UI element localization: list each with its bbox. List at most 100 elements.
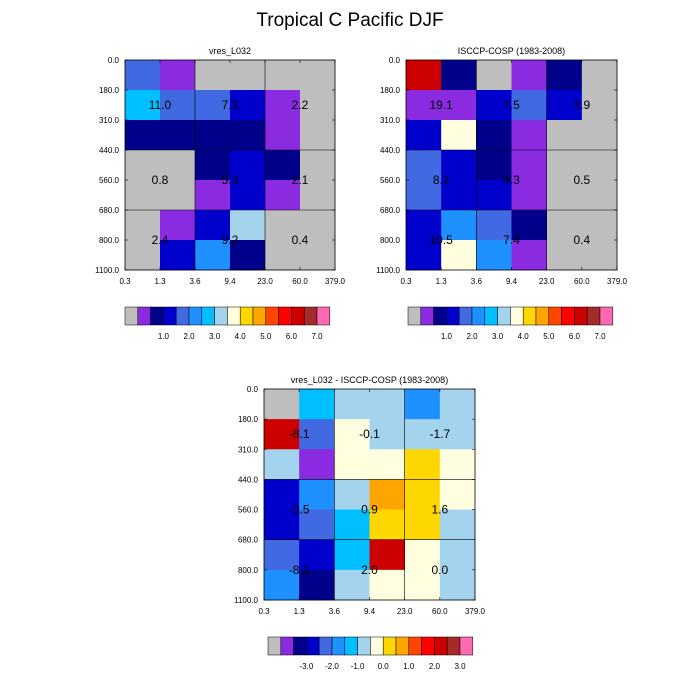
colorbar-swatch — [280, 636, 294, 656]
heatmap-cell — [439, 389, 476, 420]
x-tick-label: 60.0 — [574, 277, 590, 286]
heatmap-cell — [546, 210, 583, 241]
colorbar-label: 3.0 — [454, 662, 466, 671]
colorbar-swatch — [227, 306, 241, 326]
heatmap-cell — [546, 240, 583, 271]
heatmap-cell — [300, 150, 336, 181]
heatmap-cell — [300, 90, 336, 121]
heatmap-cell — [369, 569, 406, 601]
heatmap-cell — [581, 90, 618, 121]
heatmap-cell — [265, 180, 301, 211]
colorbar-swatch — [510, 306, 524, 326]
colorbar-swatch — [150, 306, 164, 326]
heatmap-cell — [439, 539, 476, 571]
group-value-label: -8.1 — [289, 427, 310, 441]
heatmap-cell — [406, 210, 442, 241]
heatmap-cell — [511, 90, 548, 121]
group-value-label: 8.2 — [433, 173, 450, 187]
group-value-label: 2.0 — [361, 563, 378, 577]
heatmap-cell — [230, 150, 266, 181]
heatmap-cell — [546, 180, 583, 211]
heatmap-cell — [334, 449, 370, 480]
colorbar-swatch — [574, 306, 588, 326]
y-tick-label: 180.0 — [380, 86, 401, 95]
y-tick-label: 180.0 — [238, 415, 259, 424]
colorbar-swatch — [471, 306, 486, 326]
colorbar-label: -2.0 — [325, 662, 339, 671]
colorbar-swatch — [293, 636, 307, 656]
heatmap-cell — [195, 60, 231, 91]
colorbar-swatch — [420, 306, 434, 326]
heatmap-cell — [125, 210, 161, 241]
heatmap-cell — [230, 240, 266, 271]
heatmap-cell — [511, 240, 548, 271]
colorbar-swatch — [382, 636, 397, 656]
group-value-label: 7.4 — [503, 233, 520, 247]
x-tick-label: 60.0 — [432, 607, 448, 616]
y-tick-label: 310.0 — [238, 445, 259, 454]
colorbar-swatch — [175, 306, 190, 326]
y-tick-label: 440.0 — [238, 475, 259, 484]
heatmap-cell — [404, 509, 441, 541]
figure-title: Tropical C Pacific DJF — [256, 10, 444, 31]
x-tick-label: 0.3 — [400, 277, 412, 286]
colorbar-swatch — [458, 306, 473, 326]
y-tick-label: 0.0 — [389, 56, 401, 65]
group-value-label: -1.7 — [429, 427, 450, 441]
heatmap-cell — [299, 569, 335, 601]
x-tick-label: 3.6 — [189, 277, 201, 286]
heatmap-cell — [511, 210, 548, 241]
heatmap-cell — [265, 210, 301, 241]
y-tick-label: 310.0 — [99, 116, 120, 125]
x-tick-label: 23.0 — [539, 277, 555, 286]
heatmap-cell — [264, 539, 300, 571]
heatmap-cell — [264, 569, 300, 601]
heatmap-cell — [300, 210, 336, 241]
heatmap-cell — [334, 509, 370, 541]
heatmap-cell — [265, 150, 301, 181]
heatmap-cell — [369, 449, 406, 480]
colorbar-label: 1.0 — [441, 332, 453, 341]
colorbar-swatch — [316, 306, 331, 326]
heatmap-cell — [300, 120, 336, 151]
colorbar-label: 4.0 — [235, 332, 247, 341]
heatmap-cell — [125, 180, 161, 211]
heatmap-cell — [439, 419, 476, 450]
colorbar-label: -3.0 — [300, 662, 314, 671]
heatmap-cell — [441, 60, 477, 91]
heatmap-cell — [439, 569, 476, 601]
group-value-label: -8.1 — [289, 563, 310, 577]
heatmap-cell — [369, 479, 406, 510]
colorbar-swatch — [318, 636, 333, 656]
colorbar-label: 3.0 — [492, 332, 504, 341]
y-tick-label: 680.0 — [380, 206, 401, 215]
heatmap-cell — [406, 90, 442, 121]
heatmap-cell — [581, 210, 618, 241]
heatmap-cell — [439, 449, 476, 480]
colorbar-label: -1.0 — [351, 662, 365, 671]
heatmap-cell — [230, 120, 266, 151]
heatmap-cell — [511, 150, 548, 181]
heatmap-cell — [265, 120, 301, 151]
colorbar-swatch — [278, 306, 292, 326]
heatmap-cell — [369, 539, 406, 571]
group-value-label: 0.5 — [573, 173, 590, 187]
colorbar-swatch — [497, 306, 511, 326]
heatmap-cell — [195, 180, 231, 211]
heatmap-cell — [195, 240, 231, 271]
x-tick-label: 379.0 — [607, 277, 628, 286]
heatmap-cell — [476, 210, 512, 241]
x-tick-label: 1.3 — [294, 607, 306, 616]
heatmap-cell — [476, 240, 512, 271]
colorbar-swatch — [408, 636, 422, 656]
panel-2-title: ISCCP-COSP (1983-2008) — [458, 46, 565, 56]
heatmap-cell — [195, 90, 231, 121]
heatmap-cell — [334, 539, 370, 571]
heatmap-cell — [125, 150, 161, 181]
heatmap-cell — [441, 120, 477, 151]
heatmap-cell — [511, 180, 548, 211]
x-tick-label: 9.4 — [364, 607, 376, 616]
colorbar-label: 5.0 — [260, 332, 272, 341]
heatmap-cell — [265, 60, 301, 91]
x-tick-label: 9.4 — [224, 277, 236, 286]
